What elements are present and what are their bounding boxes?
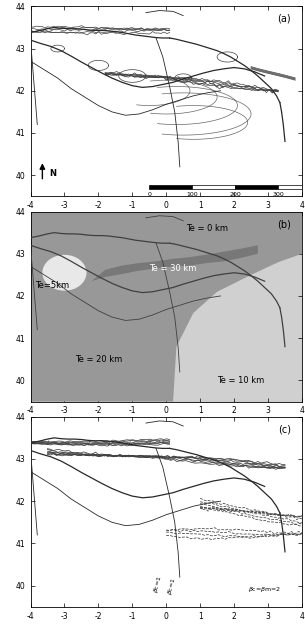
Text: N: N xyxy=(49,169,56,178)
Polygon shape xyxy=(92,245,258,281)
Bar xyxy=(192,185,235,189)
Text: $\beta$c=1: $\beta$c=1 xyxy=(151,574,164,593)
Text: Te = 20 km: Te = 20 km xyxy=(75,355,122,364)
Text: Te=5km: Te=5km xyxy=(35,281,70,290)
Text: 300: 300 xyxy=(272,191,284,197)
Text: (b): (b) xyxy=(277,219,291,229)
Bar xyxy=(235,185,278,189)
Ellipse shape xyxy=(42,255,87,291)
Text: 0: 0 xyxy=(147,191,151,197)
Polygon shape xyxy=(173,253,302,401)
Text: Te = 30 km: Te = 30 km xyxy=(149,264,197,273)
Text: 100: 100 xyxy=(186,191,198,197)
Text: 200: 200 xyxy=(229,191,241,197)
Text: Te = 0 km: Te = 0 km xyxy=(186,224,228,233)
Text: Te = 10 km: Te = 10 km xyxy=(217,376,264,385)
Text: $\beta$c=1: $\beta$c=1 xyxy=(166,576,179,596)
Text: $\beta$c=$\beta$m=2: $\beta$c=$\beta$m=2 xyxy=(248,585,281,593)
Text: (c): (c) xyxy=(278,424,291,434)
Polygon shape xyxy=(30,212,302,401)
Text: (a): (a) xyxy=(278,14,291,24)
Bar xyxy=(149,185,192,189)
Bar xyxy=(278,185,305,189)
